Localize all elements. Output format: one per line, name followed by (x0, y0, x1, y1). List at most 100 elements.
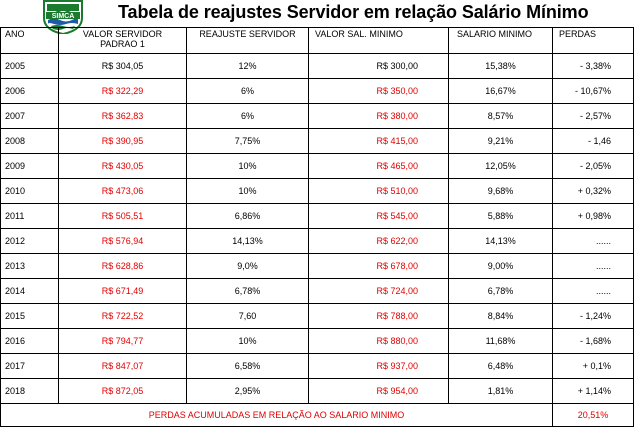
cell-valor-sal-minimo: R$ 678,00 (308, 253, 449, 279)
header-valor-sal-minimo: VALOR SAL. MINIMO (308, 27, 449, 54)
logo-text: SIMCA (52, 13, 75, 20)
cell-valor-sal-minimo: R$ 380,00 (308, 103, 449, 129)
footer-label: PERDAS ACUMULADAS EM RELAÇÃO AO SALARIO … (0, 403, 553, 427)
cell-valor-sal-minimo: R$ 954,00 (308, 378, 449, 404)
table-row: 2012 R$ 576,94 14,13% R$ 622,00 14,13%...... (0, 228, 634, 254)
cell-reajuste: 6% (186, 103, 309, 129)
footer-total: 20,51% (552, 403, 634, 427)
cell-reajuste: 2,95% (186, 378, 309, 404)
cell-salario-minimo: 9,21% (448, 128, 553, 154)
cell-valor-servidor: R$ 847,07 (58, 353, 187, 379)
cell-ano: 2009 (0, 153, 59, 179)
table-row: 2009 R$ 430,05 10% R$ 465,00 12,05% - 2,05% (0, 153, 634, 179)
salary-adjustment-table: ANO VALOR SERVIDOR PADRAO 1 REAJUSTE SER… (0, 27, 634, 427)
cell-ano: 2006 (0, 78, 59, 104)
cell-salario-minimo: 9,68% (448, 178, 553, 204)
cell-valor-sal-minimo: R$ 622,00 (308, 228, 449, 254)
cell-reajuste: 9,0% (186, 253, 309, 279)
cell-perdas: + 0,98% (552, 203, 634, 229)
cell-ano: 2012 (0, 228, 59, 254)
cell-valor-servidor: R$ 794,77 (58, 328, 187, 354)
cell-perdas: ...... (552, 253, 634, 279)
cell-salario-minimo: 8,57% (448, 103, 553, 129)
header-salario-minimo: SALARIO MINIMO (448, 27, 553, 54)
header-valor-servidor: VALOR SERVIDOR PADRAO 1 (58, 27, 187, 54)
table-row: 2011 R$ 505,51 6,86% R$ 545,00 5,88% + 0,98% (0, 203, 634, 229)
cell-reajuste: 6% (186, 78, 309, 104)
cell-ano: 2015 (0, 303, 59, 329)
cell-ano: 2010 (0, 178, 59, 204)
page-title: Tabela de reajustes Servidor em relação … (118, 2, 589, 22)
cell-salario-minimo: 5,88% (448, 203, 553, 229)
cell-valor-sal-minimo: R$ 350,00 (308, 78, 449, 104)
cell-perdas: ...... (552, 278, 634, 304)
header-ano: ANO (0, 27, 59, 54)
cell-valor-servidor: R$ 322,29 (58, 78, 187, 104)
table-row: 2014 R$ 671,49 6,78% R$ 724,00 6,78%...... (0, 278, 634, 304)
cell-valor-servidor: R$ 362,83 (58, 103, 187, 129)
cell-salario-minimo: 1,81% (448, 378, 553, 404)
cell-ano: 2007 (0, 103, 59, 129)
table-row: 2006 R$ 322,29 6% R$ 350,00 16,67% - 10,67% (0, 78, 634, 104)
cell-salario-minimo: 8,84% (448, 303, 553, 329)
cell-valor-sal-minimo: R$ 937,00 (308, 353, 449, 379)
table-row: 2010 R$ 473,06 10% R$ 510,00 9,68% + 0,32% (0, 178, 634, 204)
cell-reajuste: 7,75% (186, 128, 309, 154)
cell-valor-sal-minimo: R$ 880,00 (308, 328, 449, 354)
page-header: SIMCA Tabela de reajustes Servidor em re… (0, 0, 640, 34)
cell-valor-sal-minimo: R$ 724,00 (308, 278, 449, 304)
cell-valor-servidor: R$ 872,05 (58, 378, 187, 404)
cell-reajuste: 6,86% (186, 203, 309, 229)
cell-valor-servidor: R$ 576,94 (58, 228, 187, 254)
cell-valor-sal-minimo: R$ 545,00 (308, 203, 449, 229)
cell-reajuste: 10% (186, 153, 309, 179)
cell-reajuste: 6,58% (186, 353, 309, 379)
cell-salario-minimo: 11,68% (448, 328, 553, 354)
cell-valor-sal-minimo: R$ 510,00 (308, 178, 449, 204)
table-row: 2005 R$ 304,05 12% R$ 300,00 15,38% - 3,38% (0, 53, 634, 79)
cell-valor-sal-minimo: R$ 300,00 (308, 53, 449, 79)
cell-reajuste: 6,78% (186, 278, 309, 304)
cell-salario-minimo: 12,05% (448, 153, 553, 179)
table-row: 2008 R$ 390,95 7,75% R$ 415,00 9,21% - 1,46 (0, 128, 634, 154)
table-header-row: ANO VALOR SERVIDOR PADRAO 1 REAJUSTE SER… (0, 27, 634, 54)
cell-perdas: - 2,57% (552, 103, 634, 129)
cell-perdas: ...... (552, 228, 634, 254)
cell-valor-servidor: R$ 304,05 (58, 53, 187, 79)
cell-salario-minimo: 15,38% (448, 53, 553, 79)
cell-salario-minimo: 16,67% (448, 78, 553, 104)
table-row: 2015 R$ 722,52 7,60 R$ 788,00 8,84% - 1,24% (0, 303, 634, 329)
cell-reajuste: 10% (186, 178, 309, 204)
table-row: 2013 R$ 628,86 9,0% R$ 678,00 9,00%...... (0, 253, 634, 279)
cell-salario-minimo: 6,78% (448, 278, 553, 304)
cell-ano: 2016 (0, 328, 59, 354)
cell-perdas: - 10,67% (552, 78, 634, 104)
header-perdas: PERDAS (552, 27, 634, 54)
cell-valor-sal-minimo: R$ 788,00 (308, 303, 449, 329)
cell-perdas: - 1,46 (552, 128, 634, 154)
cell-salario-minimo: 9,00% (448, 253, 553, 279)
cell-ano: 2011 (0, 203, 59, 229)
cell-valor-sal-minimo: R$ 415,00 (308, 128, 449, 154)
cell-valor-servidor: R$ 671,49 (58, 278, 187, 304)
cell-reajuste: 14,13% (186, 228, 309, 254)
header-reajuste-servidor: REAJUSTE SERVIDOR (186, 27, 309, 54)
cell-salario-minimo: 14,13% (448, 228, 553, 254)
cell-valor-servidor: R$ 390,95 (58, 128, 187, 154)
cell-perdas: - 1,24% (552, 303, 634, 329)
table-body: 2005 R$ 304,05 12% R$ 300,00 15,38% - 3,38% 20… (0, 53, 634, 404)
cell-perdas: - 2,05% (552, 153, 634, 179)
cell-ano: 2018 (0, 378, 59, 404)
cell-valor-servidor: R$ 430,05 (58, 153, 187, 179)
cell-valor-servidor: R$ 473,06 (58, 178, 187, 204)
cell-valor-servidor: R$ 722,52 (58, 303, 187, 329)
cell-ano: 2008 (0, 128, 59, 154)
table-row: 2018 R$ 872,05 2,95% R$ 954,00 1,81% + 1,14% (0, 378, 634, 404)
cell-salario-minimo: 6,48% (448, 353, 553, 379)
cell-reajuste: 10% (186, 328, 309, 354)
cell-reajuste: 12% (186, 53, 309, 79)
cell-perdas: - 1,68% (552, 328, 634, 354)
cell-perdas: - 3,38% (552, 53, 634, 79)
cell-ano: 2005 (0, 53, 59, 79)
cell-ano: 2014 (0, 278, 59, 304)
